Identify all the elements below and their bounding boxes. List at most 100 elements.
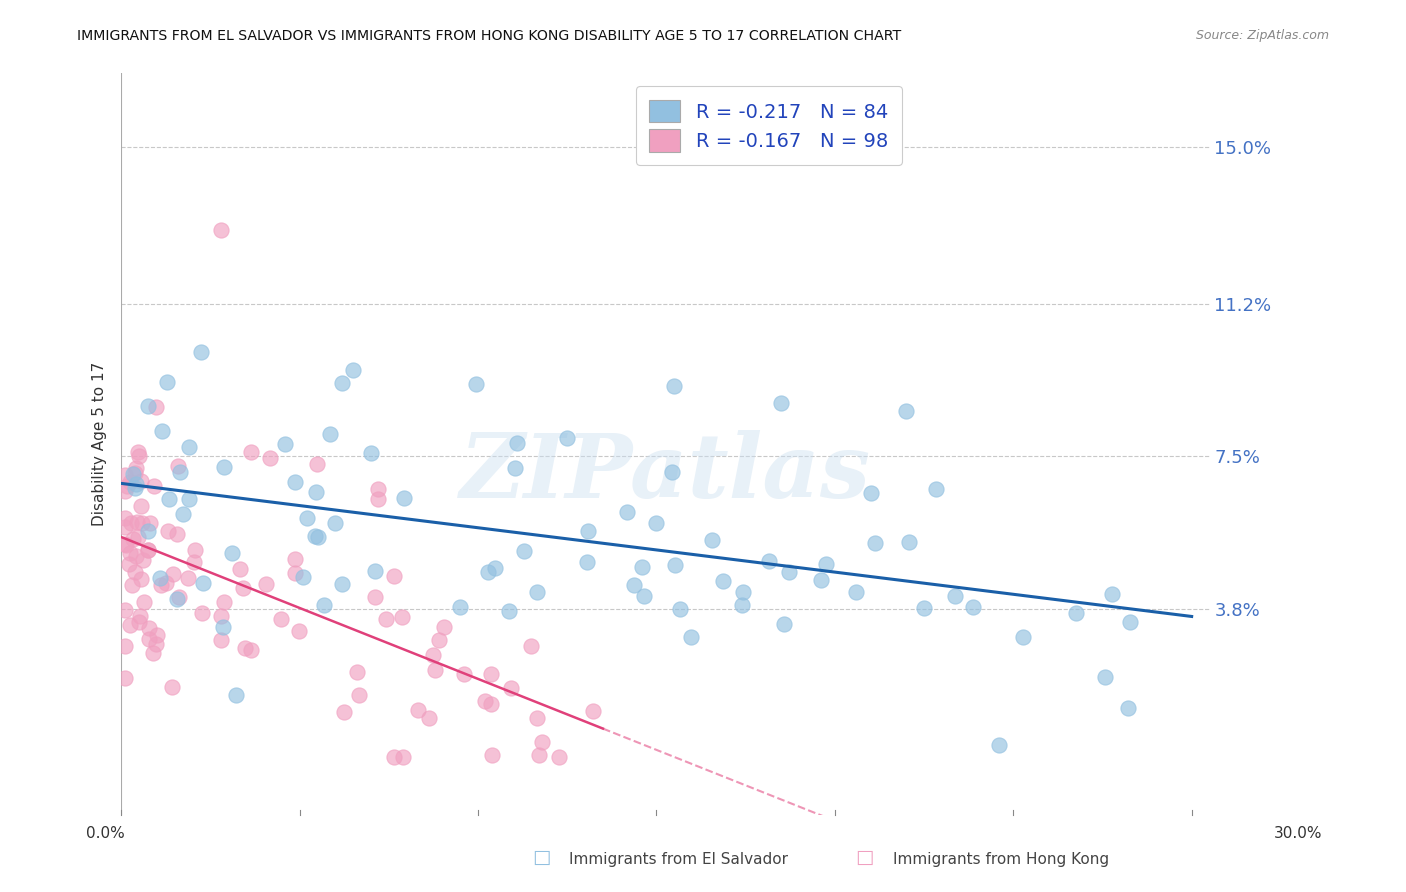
Point xyxy=(184,543,207,558)
Point xyxy=(330,376,353,390)
Point xyxy=(288,624,311,638)
Point xyxy=(128,608,150,623)
Point xyxy=(136,543,159,558)
Point xyxy=(115,538,138,552)
Point xyxy=(581,704,603,718)
Point xyxy=(259,450,281,465)
Point xyxy=(1094,669,1116,683)
Point xyxy=(382,569,405,583)
Point xyxy=(120,475,142,489)
Point xyxy=(924,483,946,497)
Point xyxy=(988,738,1011,752)
Point xyxy=(664,558,686,572)
Point xyxy=(391,750,413,764)
Text: Source: ZipAtlas.com: Source: ZipAtlas.com xyxy=(1195,29,1329,42)
Point xyxy=(863,536,886,550)
Point xyxy=(364,590,387,604)
Point xyxy=(307,458,329,472)
Point xyxy=(167,458,190,473)
Point xyxy=(179,440,201,454)
Point xyxy=(731,598,754,612)
Point xyxy=(360,446,382,460)
Point xyxy=(465,376,488,391)
Point xyxy=(481,748,503,763)
Point xyxy=(423,664,446,678)
Point xyxy=(479,697,502,711)
Point xyxy=(114,520,136,534)
Point xyxy=(364,564,387,578)
Point xyxy=(449,599,471,614)
Point xyxy=(232,581,254,595)
Point xyxy=(141,646,163,660)
Point xyxy=(367,491,389,506)
Point xyxy=(221,546,243,560)
Point xyxy=(474,694,496,708)
Point xyxy=(427,632,450,647)
Point xyxy=(681,630,703,644)
Point xyxy=(312,598,335,612)
Point xyxy=(114,671,136,685)
Point xyxy=(330,576,353,591)
Point xyxy=(162,566,184,581)
Point xyxy=(713,574,735,589)
Point xyxy=(513,544,536,558)
Point xyxy=(477,565,499,579)
Point xyxy=(342,362,364,376)
Point xyxy=(128,449,150,463)
Point xyxy=(114,603,136,617)
Text: Immigrants from El Salvador: Immigrants from El Salvador xyxy=(569,853,789,867)
Point xyxy=(124,481,146,495)
Point xyxy=(912,600,935,615)
Point xyxy=(623,578,645,592)
Point xyxy=(120,516,142,531)
Point xyxy=(859,485,882,500)
Point xyxy=(319,426,342,441)
Point xyxy=(214,459,236,474)
Text: 0.0%: 0.0% xyxy=(86,827,125,841)
Point xyxy=(134,595,156,609)
Point xyxy=(131,572,153,586)
Point xyxy=(406,703,429,717)
Point xyxy=(114,537,136,551)
Point xyxy=(157,491,180,506)
Point xyxy=(138,621,160,635)
Point xyxy=(127,530,149,544)
Point xyxy=(169,465,191,479)
Point xyxy=(284,566,307,580)
Point xyxy=(284,475,307,489)
Point xyxy=(191,606,214,620)
Point xyxy=(304,529,326,543)
Point xyxy=(122,532,145,546)
Point xyxy=(132,552,155,566)
Point xyxy=(136,524,159,539)
Point xyxy=(122,467,145,481)
Y-axis label: Disability Age 5 to 17: Disability Age 5 to 17 xyxy=(93,361,107,526)
Point xyxy=(172,507,194,521)
Point xyxy=(209,608,232,623)
Point xyxy=(526,585,548,599)
Point xyxy=(274,437,297,451)
Point xyxy=(131,499,153,513)
Point xyxy=(484,560,506,574)
Point xyxy=(633,589,655,603)
Point xyxy=(773,617,796,632)
Point xyxy=(392,491,415,506)
Point xyxy=(156,376,179,390)
Point xyxy=(731,585,754,599)
Point xyxy=(127,445,149,459)
Point xyxy=(125,460,148,475)
Point xyxy=(896,404,918,418)
Point xyxy=(505,461,527,475)
Point xyxy=(815,557,838,571)
Point xyxy=(576,555,599,569)
Point xyxy=(547,750,569,764)
Point xyxy=(254,577,277,591)
Point xyxy=(499,681,522,695)
Point xyxy=(139,516,162,530)
Point xyxy=(616,505,638,519)
Point xyxy=(167,590,190,604)
Point xyxy=(530,735,553,749)
Point xyxy=(211,620,233,634)
Point xyxy=(702,533,724,547)
Point xyxy=(128,615,150,629)
